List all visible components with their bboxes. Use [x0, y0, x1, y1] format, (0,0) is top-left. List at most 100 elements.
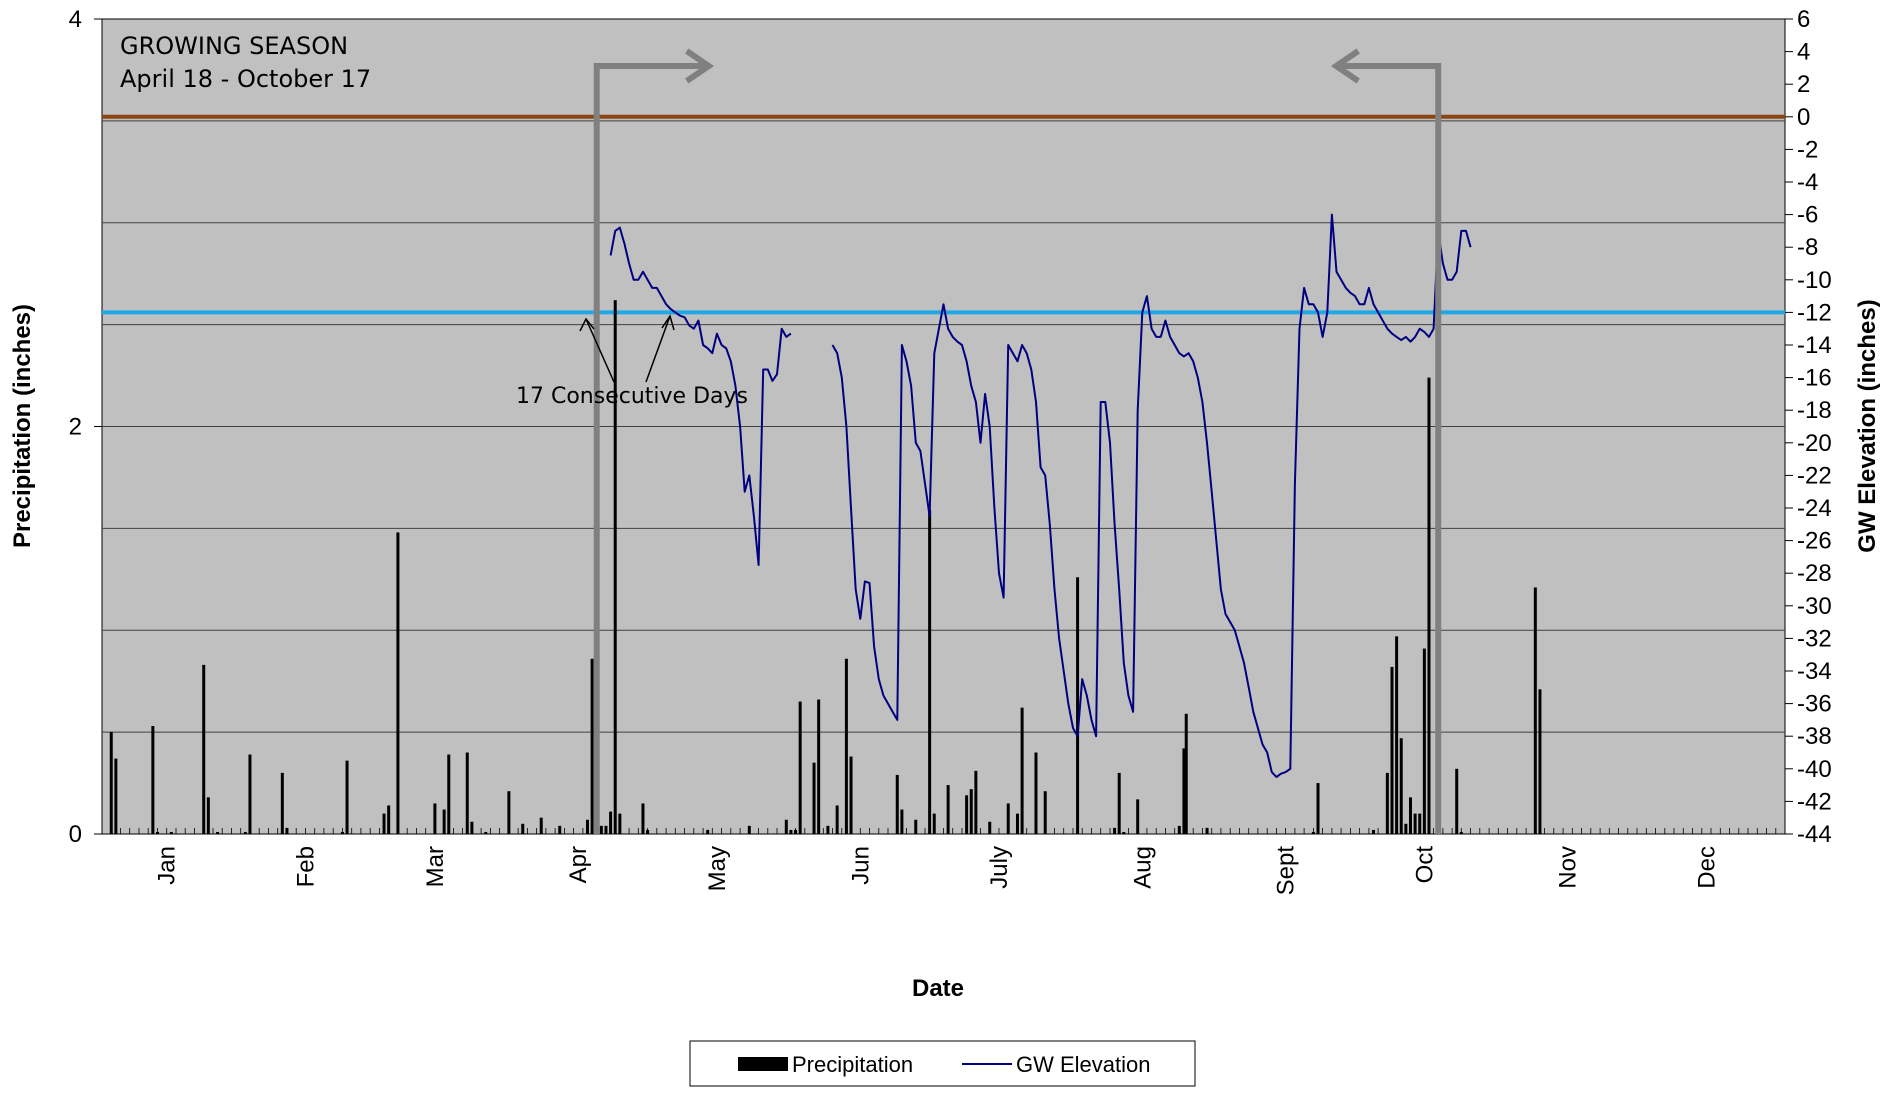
precipitation-bar: [1122, 831, 1126, 834]
precipitation-bar: [1015, 813, 1019, 834]
precipitation-bar: [1390, 666, 1394, 834]
month-label: Oct: [1411, 846, 1438, 884]
month-label: Jun: [847, 846, 874, 885]
right-tick-label: 4: [1797, 39, 1810, 66]
precipitation-bar: [1385, 772, 1389, 834]
precipitation-bar: [914, 819, 918, 834]
precipitation-bar: [521, 823, 525, 834]
precipitation-bar: [1422, 648, 1426, 834]
precipitation-bar: [507, 791, 511, 834]
precipitation-bar: [1034, 752, 1038, 834]
precipitation-bar: [151, 726, 155, 834]
annotation-arrow-left: [585, 318, 615, 383]
month-label: Mar: [422, 846, 449, 887]
precipitation-bar: [1043, 791, 1047, 834]
right-tick-label: 0: [1797, 104, 1810, 131]
y-axis-left-title: Precipitation (inches): [9, 304, 36, 548]
precipitation-bar: [387, 805, 391, 834]
right-tick-label: 2: [1797, 71, 1810, 98]
right-tick-label: -6: [1797, 202, 1818, 229]
legend-precipitation-swatch: [738, 1057, 788, 1071]
month-label: Jan: [154, 846, 181, 885]
precipitation-bar: [1113, 827, 1117, 834]
gridlines: [102, 120, 1785, 733]
precipitation-bar: [928, 510, 932, 834]
precipitation-bar: [1020, 707, 1024, 834]
right-tick-label: -32: [1797, 625, 1832, 652]
right-tick-label: -30: [1797, 593, 1832, 620]
consecutive-days-annotation: 17 Consecutive Days: [516, 384, 748, 409]
precipitation-bar: [470, 821, 474, 834]
precipitation-bar: [243, 831, 247, 834]
precipitation-bar: [202, 664, 206, 834]
annotation-arrow-right: [645, 315, 671, 383]
legend-precipitation-label: Precipitation: [792, 1052, 913, 1077]
right-tick-label: 6: [1797, 6, 1810, 33]
precipitation-bar: [1184, 713, 1188, 834]
right-tick-label: -42: [1797, 788, 1832, 815]
precipitation-bar: [1316, 783, 1320, 834]
precipitation-bar: [539, 817, 543, 834]
legend-gw-elevation-label: GW Elevation: [1016, 1052, 1151, 1077]
right-tick-label: -28: [1797, 560, 1832, 587]
precipitation-bar: [1117, 772, 1121, 834]
right-tick-label: -4: [1797, 169, 1818, 196]
precipitation-bar: [1205, 827, 1209, 834]
precipitation-bar: [1427, 377, 1431, 834]
precipitation-bar: [789, 829, 793, 834]
right-tick-label: -8: [1797, 234, 1818, 261]
precipitation-bar: [826, 825, 830, 834]
right-tick-label: -44: [1797, 821, 1832, 848]
precipitation-bar: [932, 813, 936, 834]
precipitation-bar: [248, 754, 252, 834]
precipitation-bar: [946, 785, 950, 834]
precipitation-bar: [817, 699, 821, 834]
right-tick-label: -20: [1797, 430, 1832, 457]
precipitation-bar: [1533, 587, 1537, 834]
precipitation-bar: [447, 754, 451, 834]
month-labels: Jan Feb Mar Apr May Jun July Aug Sept Oct Nov Dec: [154, 846, 1721, 896]
right-tick-label: -16: [1797, 365, 1832, 392]
precipitation-bar: [604, 825, 608, 834]
growing-season-range: April 18 - October 17: [120, 65, 371, 93]
right-tick-label: -12: [1797, 299, 1832, 326]
precipitation-bar: [988, 821, 992, 834]
right-tick-label: -40: [1797, 756, 1832, 783]
precipitation-bar: [109, 732, 113, 834]
gw-elevation-line-segment: [831, 213, 1472, 778]
precipitation-bar: [844, 658, 848, 834]
left-tick-label: 4: [69, 6, 82, 33]
gw-elevation-line-segment: [609, 226, 792, 566]
precipitation-bar: [1399, 738, 1403, 834]
precipitation-bar: [1177, 825, 1181, 834]
precipitation-bar: [849, 756, 853, 834]
precipitation-bar: [1076, 577, 1080, 834]
precipitation-bar: [1538, 689, 1542, 834]
precipitation-bar: [169, 831, 173, 834]
precipitation-bar: [114, 758, 118, 834]
precipitation-bar: [974, 770, 978, 834]
precipitation-bar: [345, 760, 349, 834]
precipitation-bar: [382, 813, 386, 834]
precipitation-bar: [613, 300, 617, 834]
reference-lines: [102, 114, 1785, 315]
precipitation-bar: [798, 701, 802, 834]
month-label: Dec: [1693, 846, 1720, 889]
right-tick-label: -22: [1797, 462, 1832, 489]
month-label: Apr: [565, 846, 592, 883]
precipitation-bar: [641, 803, 645, 834]
precipitation-bar: [965, 795, 969, 834]
right-tick-label: -36: [1797, 691, 1832, 718]
consecutive-days-arrows: [579, 314, 675, 383]
precipitation-bar: [1136, 799, 1140, 834]
precipitation-bar: [558, 825, 562, 834]
precipitation-bar: [396, 532, 400, 834]
precipitation-bar: [1311, 831, 1315, 834]
right-tick-label: -26: [1797, 528, 1832, 555]
precipitation-bar: [895, 774, 899, 834]
left-axis-ticks: 0 2 4: [69, 6, 102, 848]
growing-season-arrows: [593, 48, 1442, 834]
precipitation-bar: [590, 658, 594, 834]
